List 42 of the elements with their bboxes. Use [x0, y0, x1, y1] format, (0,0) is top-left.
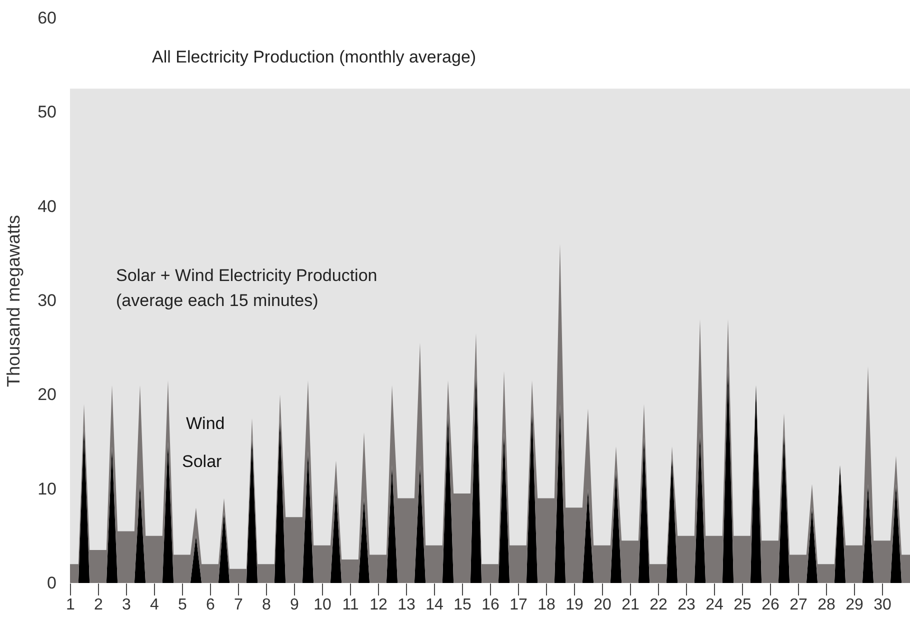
x-tick-label: 22 [650, 596, 668, 614]
series-label: Solar [182, 452, 222, 471]
x-tick-label: 6 [206, 596, 216, 614]
x-tick-label: 11 [342, 596, 359, 614]
y-tick-label: 50 [38, 102, 56, 122]
x-tick-label: 13 [398, 596, 416, 614]
x-tick-label: 5 [178, 596, 188, 614]
x-tick-label: 15 [454, 596, 472, 614]
x-tick-label: 4 [150, 596, 160, 614]
x-tick-label: 24 [706, 596, 724, 614]
series-label: Wind [186, 414, 225, 433]
x-tick-label: 7 [234, 596, 244, 614]
y-tick-label: 20 [38, 385, 56, 404]
x-tick-label: 14 [426, 596, 444, 614]
x-tick-label: 16 [482, 596, 500, 614]
annotation: Solar + Wind Electricity Production (average each 15 minutes) [116, 266, 378, 310]
x-tick-label: 8 [262, 596, 272, 614]
x-tick-label: 20 [594, 596, 612, 614]
band-label: All Electricity Production (monthly average) [152, 48, 476, 67]
x-tick-label: 12 [370, 596, 388, 614]
x-tick-label: 17 [510, 596, 528, 614]
x-tick-label: 19 [566, 596, 584, 614]
x-tick-label: 29 [846, 596, 864, 614]
y-tick-label: 40 [38, 196, 56, 216]
x-tick-label: 30 [874, 596, 892, 614]
x-tick-label: 1 [66, 596, 76, 614]
x-tick-label: 9 [290, 596, 300, 614]
y-tick-label: 0 [47, 574, 56, 592]
x-tick-label: 10 [314, 596, 332, 614]
y-tick-label: 60 [38, 8, 56, 28]
x-tick-label: 3 [122, 596, 132, 614]
x-tick-label: 18 [538, 596, 556, 614]
y-tick-label: 10 [38, 479, 56, 498]
x-tick-label: 27 [790, 596, 808, 614]
x-tick-label: 23 [678, 596, 696, 614]
x-tick-label: 25 [734, 596, 752, 614]
y-tick-label: 30 [38, 291, 56, 310]
x-tick-label: 28 [818, 596, 836, 614]
x-tick-label: 2 [94, 596, 104, 614]
x-tick-label: 21 [622, 596, 640, 614]
x-tick-label: 26 [762, 596, 780, 614]
y-axis-title: Thousand megawatts [4, 214, 24, 388]
